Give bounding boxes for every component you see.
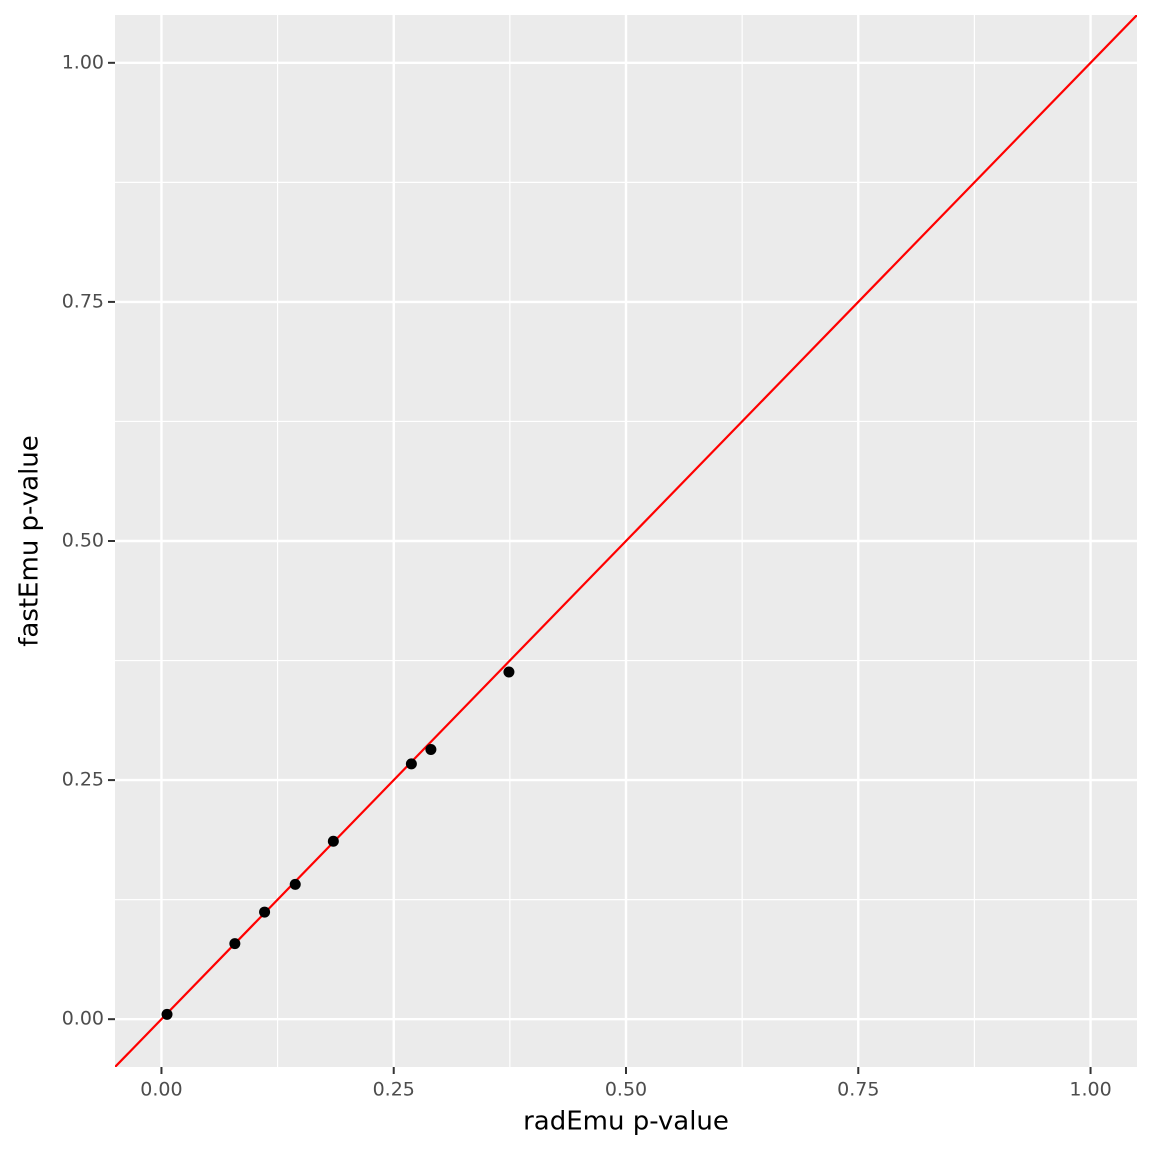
point — [161, 1008, 173, 1020]
point — [229, 938, 241, 950]
x-tick-label: 0.75 — [837, 1079, 879, 1101]
y-axis-title: fastEmu p-value — [15, 435, 45, 647]
x-tick-label: 0.25 — [373, 1079, 415, 1101]
y-tick-label: 1.00 — [62, 51, 104, 73]
y-tick-label: 0.00 — [62, 1008, 104, 1030]
y-tick-label: 0.50 — [62, 530, 104, 552]
y-tick-label: 0.75 — [62, 290, 104, 312]
y-tick-label: 0.25 — [62, 769, 104, 791]
point — [425, 743, 437, 755]
reference-line — [115, 15, 1137, 1067]
point — [327, 835, 339, 847]
point — [289, 878, 301, 890]
point — [259, 906, 271, 918]
reference-line-group — [115, 15, 1137, 1067]
x-tick-label: 1.00 — [1069, 1079, 1111, 1101]
x-tick-label: 0.50 — [605, 1079, 647, 1101]
point — [405, 758, 417, 770]
x-axis-title: radEmu p-value — [523, 1107, 729, 1137]
point — [503, 666, 515, 678]
x-tick-label: 0.00 — [140, 1079, 182, 1101]
